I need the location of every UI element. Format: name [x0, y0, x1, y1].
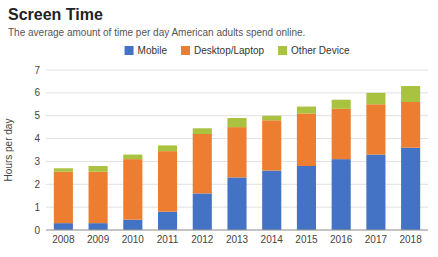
x-tick-label: 2011 — [157, 234, 179, 245]
grid-line — [46, 70, 428, 71]
x-tick-label: 2016 — [330, 234, 353, 245]
bar — [193, 134, 212, 193]
x-tick-label: 2010 — [122, 234, 145, 245]
bar — [123, 159, 142, 220]
bar — [366, 93, 385, 104]
y-tick-label: 2 — [34, 179, 40, 190]
bar — [262, 120, 281, 170]
bar — [332, 159, 351, 230]
y-tick-label: 4 — [34, 133, 40, 144]
y-tick-label: 5 — [34, 110, 40, 121]
bar — [366, 104, 385, 154]
legend-label: Other Device — [291, 45, 350, 56]
bar — [262, 116, 281, 121]
legend-label: Mobile — [138, 45, 168, 56]
legend-swatch — [181, 46, 190, 55]
bar — [193, 193, 212, 230]
x-axis: 2008 2009 2010 2011 2012 2013 2014 2015 2016 2017… — [52, 234, 422, 245]
bar — [227, 177, 246, 230]
bar — [123, 155, 142, 160]
bar — [227, 127, 246, 177]
bar — [54, 168, 73, 171]
title: Screen Time — [8, 6, 103, 23]
bar — [297, 113, 316, 166]
y-tick-label: 3 — [34, 156, 40, 167]
y-axis: 0 1 2 3 4 5 6 7 — [34, 65, 428, 236]
legend: Mobile Desktop/Laptop Other Device — [125, 45, 350, 56]
bar — [54, 223, 73, 230]
x-tick-label: 2017 — [365, 234, 388, 245]
bar — [54, 172, 73, 223]
legend-swatch — [125, 46, 134, 55]
y-tick-label: 7 — [34, 65, 40, 76]
bars — [54, 86, 420, 230]
x-tick-label: 2009 — [87, 234, 110, 245]
bar — [332, 109, 351, 159]
y-tick-label: 0 — [34, 225, 40, 236]
bar — [89, 172, 108, 223]
y-tick-label: 1 — [34, 202, 40, 213]
legend-item: Mobile — [125, 45, 168, 56]
bar — [193, 128, 212, 134]
x-tick-label: 2012 — [191, 234, 214, 245]
legend-swatch — [278, 46, 287, 55]
legend-item: Other Device — [278, 45, 350, 56]
x-tick-label: 2008 — [52, 234, 75, 245]
y-tick-label: 6 — [34, 87, 40, 98]
bar — [123, 220, 142, 230]
bar — [297, 107, 316, 114]
bar — [158, 151, 177, 212]
x-tick-label: 2015 — [295, 234, 318, 245]
bar — [227, 118, 246, 127]
chart: Screen Time The average amount of time pe… — [0, 0, 438, 257]
x-tick-label: 2013 — [226, 234, 249, 245]
x-tick-label: 2018 — [400, 234, 423, 245]
y-axis-label: Hours per day — [3, 119, 14, 182]
legend-label: Desktop/Laptop — [194, 45, 264, 56]
bar — [297, 166, 316, 230]
bar — [262, 171, 281, 230]
bar — [401, 148, 420, 230]
bar — [89, 223, 108, 230]
legend-item: Desktop/Laptop — [181, 45, 264, 56]
grid-line — [46, 230, 428, 231]
bar — [332, 100, 351, 109]
bar — [366, 155, 385, 230]
bar — [158, 212, 177, 230]
subtitle: The average amount of time per day Ameri… — [8, 27, 305, 38]
bar — [401, 102, 420, 148]
bar — [401, 86, 420, 102]
bar — [158, 145, 177, 151]
x-tick-label: 2014 — [261, 234, 284, 245]
bar — [89, 166, 108, 172]
x-axis-line — [46, 230, 428, 231]
